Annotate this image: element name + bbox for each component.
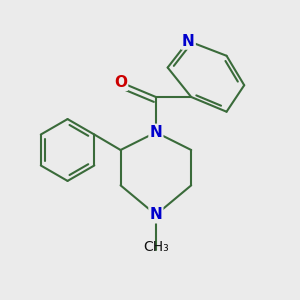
Text: O: O [114,75,127,90]
Text: CH₃: CH₃ [143,240,169,254]
Text: N: N [149,207,162,222]
Text: N: N [182,34,195,49]
Text: N: N [149,125,162,140]
